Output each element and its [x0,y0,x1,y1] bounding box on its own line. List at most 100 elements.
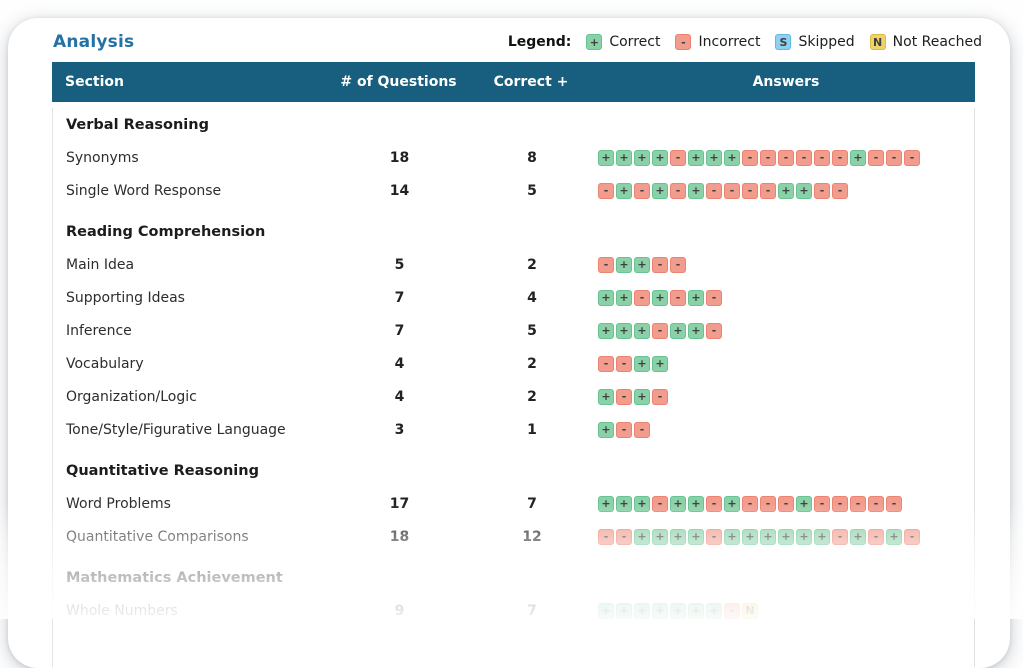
correct-count: 4 [527,289,537,306]
answer-chip-incorrect: - [742,495,758,512]
answer-chip-correct: + [688,528,704,545]
answer-chip-incorrect: - [634,182,650,199]
answer-chip-correct: + [778,182,794,199]
answer-chip-correct: + [634,528,650,545]
table-row: Tone/Style/Figurative Language 3 1 + - - [53,413,974,446]
column-header-section: Section [65,74,124,90]
answers-sequence: + - + - [598,388,974,405]
answers-sequence: + + - + - + - [598,289,974,306]
answer-chip-correct: + [616,495,632,512]
section-group-label: Mathematics Achievement [66,569,283,586]
answer-chip-incorrect: - [670,289,686,306]
row-label: Inference [66,322,132,339]
answer-chip-correct: + [796,495,812,512]
answers-sequence: - - + + [598,355,974,372]
table-row: Synonyms 18 8 + + + + - + + + - - - - - - + - - - [53,141,974,174]
question-count: 18 [389,528,410,545]
row-label: Main Idea [66,256,135,273]
not-reached-chip-icon: N [869,34,886,50]
answer-chip-correct: + [652,355,668,372]
answer-chip-correct: + [598,421,614,438]
answer-chip-correct: + [652,149,668,166]
answer-chip-correct: + [670,495,686,512]
answer-chip-correct: + [796,528,812,545]
answer-chip-incorrect: - [634,289,650,306]
answer-chip-incorrect: - [598,355,614,372]
answers-sequence: + + + - + + - [598,322,974,339]
question-count: 17 [389,495,410,512]
page-title: Analysis [53,32,135,52]
answer-chip-correct: + [742,528,758,545]
answer-chip-incorrect: - [616,528,632,545]
answer-chip-correct: + [778,528,794,545]
question-count: 3 [394,421,405,438]
answer-chip-incorrect: - [886,495,902,512]
table-row: Inference 7 5 + + + - + + - [53,314,974,347]
section-header-row: Verbal Reasoning [53,108,974,141]
answer-chip-correct: + [634,322,650,339]
legend-item-skipped: S Skipped [775,34,855,50]
correct-chip-icon: + [586,34,603,50]
answer-chip-correct: + [652,602,668,619]
answers-sequence: - + + - - [598,256,974,273]
answer-chip-correct: + [688,495,704,512]
question-count: 14 [389,182,410,199]
answer-chip-incorrect: - [652,322,668,339]
answer-chip-incorrect: - [760,495,776,512]
answer-chip-correct: + [670,322,686,339]
answer-chip-correct: + [598,149,614,166]
table-row: Main Idea 5 2- + + - - [53,248,974,281]
answer-chip-incorrect: - [832,149,848,166]
answer-chip-incorrect: - [598,182,614,199]
answer-chip-correct: + [598,388,614,405]
answer-chip-incorrect: - [814,182,830,199]
correct-count: 7 [527,495,537,512]
answer-chip-incorrect: - [904,528,920,545]
row-label: Synonyms [66,149,139,166]
answer-chip-incorrect: - [760,182,776,199]
row-label: Single Word Response [66,182,222,199]
answer-chip-incorrect: - [742,182,758,199]
section-group-label: Verbal Reasoning [66,116,209,133]
answer-chip-incorrect: - [724,602,740,619]
answers-sequence: - + - + - + - - - - + + - - [598,182,974,199]
answer-chip-correct: + [724,528,740,545]
question-count: 4 [394,388,405,405]
row-label: Supporting Ideas [66,289,185,306]
analysis-table: Section # of Questions Correct + Answers… [52,62,975,667]
answer-chip-incorrect: - [652,256,668,273]
answer-chip-incorrect: - [778,149,794,166]
answer-chip-correct: + [670,602,686,619]
answer-chip-incorrect: - [616,388,632,405]
answer-chip-incorrect: - [814,149,830,166]
answer-chip-correct: + [598,495,614,512]
answer-chip-incorrect: - [598,528,614,545]
answer-chip-correct: + [634,602,650,619]
table-row: Vocabulary 4 2- - + + [53,347,974,380]
answer-chip-correct: + [724,495,740,512]
row-label: Organization/Logic [66,388,197,405]
legend-item-label: Incorrect [698,34,761,50]
answers-sequence: + + + + + + + - N [598,602,974,619]
answer-chip-correct: + [688,322,704,339]
column-header-correct: Correct + [493,74,569,90]
answer-chip-correct: + [634,355,650,372]
section-header-row: Mathematics Achievement [53,561,974,594]
section-header-row: Reading Comprehension [53,215,974,248]
answers-sequence: + + + + - + + + - - - - - - + - - - [598,149,974,166]
question-count: 18 [389,149,410,166]
answer-chip-incorrect: - [850,495,866,512]
table-row: Single Word Response 14 5- + - + - + - - - - + + - - [53,174,974,207]
question-count: 7 [394,289,405,306]
table-row: Quantitative Comparisons 18 12- - + + + + - + + + + +… [53,520,974,553]
answer-chip-incorrect: - [760,149,776,166]
answer-chip-not-reached: N [742,602,758,619]
answer-chip-correct: + [760,528,776,545]
answer-chip-incorrect: - [868,149,884,166]
answer-chip-incorrect: - [868,495,884,512]
table-row: Organization/Logic 4 2 + - + - [53,380,974,413]
answer-chip-incorrect: - [724,182,740,199]
answer-chip-correct: + [616,182,632,199]
correct-count: 12 [522,528,542,545]
table-row: Word Problems 17 7 + + + - + + - + - - - + - - - - - [53,487,974,520]
